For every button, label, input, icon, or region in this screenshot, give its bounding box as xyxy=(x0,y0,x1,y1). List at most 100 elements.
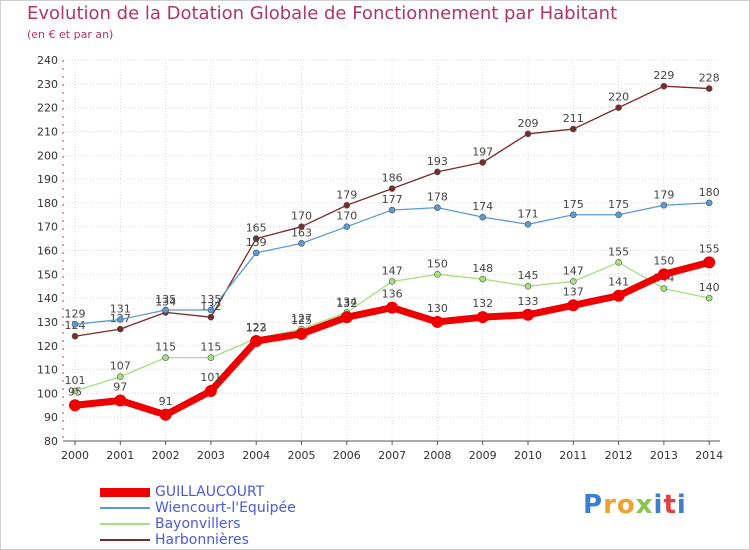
data-label: 145 xyxy=(518,269,539,282)
data-label: 130 xyxy=(427,302,448,315)
data-point xyxy=(657,268,670,281)
data-point xyxy=(298,240,305,247)
data-label: 229 xyxy=(653,69,674,82)
data-label: 122 xyxy=(246,321,267,334)
data-point xyxy=(524,282,532,290)
data-point xyxy=(569,278,577,285)
data-label: 101 xyxy=(200,371,221,384)
data-label: 107 xyxy=(110,360,131,373)
y-tick-label: 180 xyxy=(37,197,58,210)
data-point xyxy=(343,201,351,209)
data-point xyxy=(343,223,351,230)
legend-swatch xyxy=(100,507,150,509)
data-label: 220 xyxy=(608,91,629,104)
data-label: 155 xyxy=(608,245,629,258)
data-point xyxy=(204,384,217,397)
logo-letter: r xyxy=(603,490,617,520)
data-label: 141 xyxy=(608,276,629,289)
x-tick-label: 2002 xyxy=(152,449,180,462)
data-point xyxy=(660,285,668,292)
data-label: 170 xyxy=(291,210,312,223)
data-label: 180 xyxy=(699,186,720,199)
data-label: 101 xyxy=(65,374,86,387)
x-tick-label: 2013 xyxy=(650,449,678,462)
y-tick-label: 210 xyxy=(37,125,58,138)
data-point xyxy=(705,85,713,92)
legend-label: Harbonnières xyxy=(155,532,249,548)
data-point xyxy=(117,325,124,333)
data-label: 125 xyxy=(291,314,312,327)
data-label: 186 xyxy=(382,172,403,185)
data-label: 147 xyxy=(382,264,403,277)
data-point xyxy=(295,327,308,340)
x-tick-label: 2005 xyxy=(288,449,316,462)
x-tick-label: 2004 xyxy=(242,449,270,462)
data-label: 95 xyxy=(68,385,82,398)
y-tick-label: 80 xyxy=(44,435,58,448)
y-tick-label: 100 xyxy=(37,387,58,400)
data-label: 228 xyxy=(699,72,720,85)
y-tick-label: 130 xyxy=(37,316,58,329)
data-point xyxy=(252,235,260,242)
data-point xyxy=(386,301,399,314)
data-label: 150 xyxy=(427,257,448,270)
y-tick-label: 220 xyxy=(37,102,58,115)
data-point xyxy=(615,104,622,111)
y-tick-label: 110 xyxy=(37,364,58,377)
y-tick-label: 140 xyxy=(37,292,58,305)
chart-subtitle: (en € et par an) xyxy=(27,28,114,41)
data-label: 132 xyxy=(336,297,357,310)
data-point xyxy=(615,211,622,219)
y-tick-label: 190 xyxy=(37,173,58,186)
data-label: 178 xyxy=(427,191,448,204)
data-label: 163 xyxy=(291,226,312,239)
data-point xyxy=(434,204,441,211)
x-tick-label: 2010 xyxy=(514,449,542,462)
data-label: 177 xyxy=(382,193,403,206)
data-point xyxy=(479,213,487,221)
x-tick-label: 2001 xyxy=(106,449,134,462)
data-point xyxy=(479,275,487,283)
data-label: 148 xyxy=(472,262,493,275)
data-label: 115 xyxy=(155,341,176,354)
data-point xyxy=(207,306,215,314)
legend-item: Wiencourt-l'Equipée xyxy=(100,500,296,516)
data-label: 179 xyxy=(336,188,357,201)
data-label: 133 xyxy=(518,295,539,308)
data-label: 209 xyxy=(518,117,539,130)
data-label: 171 xyxy=(518,207,539,220)
y-tick-label: 120 xyxy=(37,340,58,353)
data-point xyxy=(388,278,396,285)
data-label: 147 xyxy=(563,264,584,277)
legend-label: GUILLAUCOURT xyxy=(155,484,265,500)
legend-item: Harbonnières xyxy=(100,532,249,548)
data-point xyxy=(207,313,215,321)
data-label: 170 xyxy=(336,210,357,223)
x-tick-label: 2011 xyxy=(559,449,587,462)
legend-item: GUILLAUCOURT xyxy=(100,484,264,500)
data-point xyxy=(69,399,81,412)
data-label: 97 xyxy=(113,381,127,394)
chart-title: Evolution de la Dotation Globale de Fonc… xyxy=(27,3,618,24)
x-tick-label: 2000 xyxy=(61,449,89,462)
data-point xyxy=(117,316,124,323)
data-point xyxy=(522,308,534,321)
data-point xyxy=(71,321,79,328)
data-label: 140 xyxy=(699,281,720,294)
x-tick-label: 2009 xyxy=(469,449,497,462)
data-point xyxy=(340,311,353,324)
y-tick-label: 230 xyxy=(37,78,58,91)
data-point xyxy=(660,82,668,90)
data-label: 179 xyxy=(653,188,674,201)
data-label: 127 xyxy=(291,312,312,325)
data-point xyxy=(434,271,441,278)
y-tick-label: 240 xyxy=(37,54,58,67)
data-label: 174 xyxy=(472,200,493,213)
data-label: 159 xyxy=(246,236,267,249)
legend-swatch xyxy=(100,523,150,525)
data-label: 129 xyxy=(65,307,86,320)
proxiti-logo: Proxiti xyxy=(583,490,687,520)
data-point xyxy=(71,332,79,340)
x-tick-label: 2003 xyxy=(197,449,225,462)
legend-swatch xyxy=(100,539,150,541)
